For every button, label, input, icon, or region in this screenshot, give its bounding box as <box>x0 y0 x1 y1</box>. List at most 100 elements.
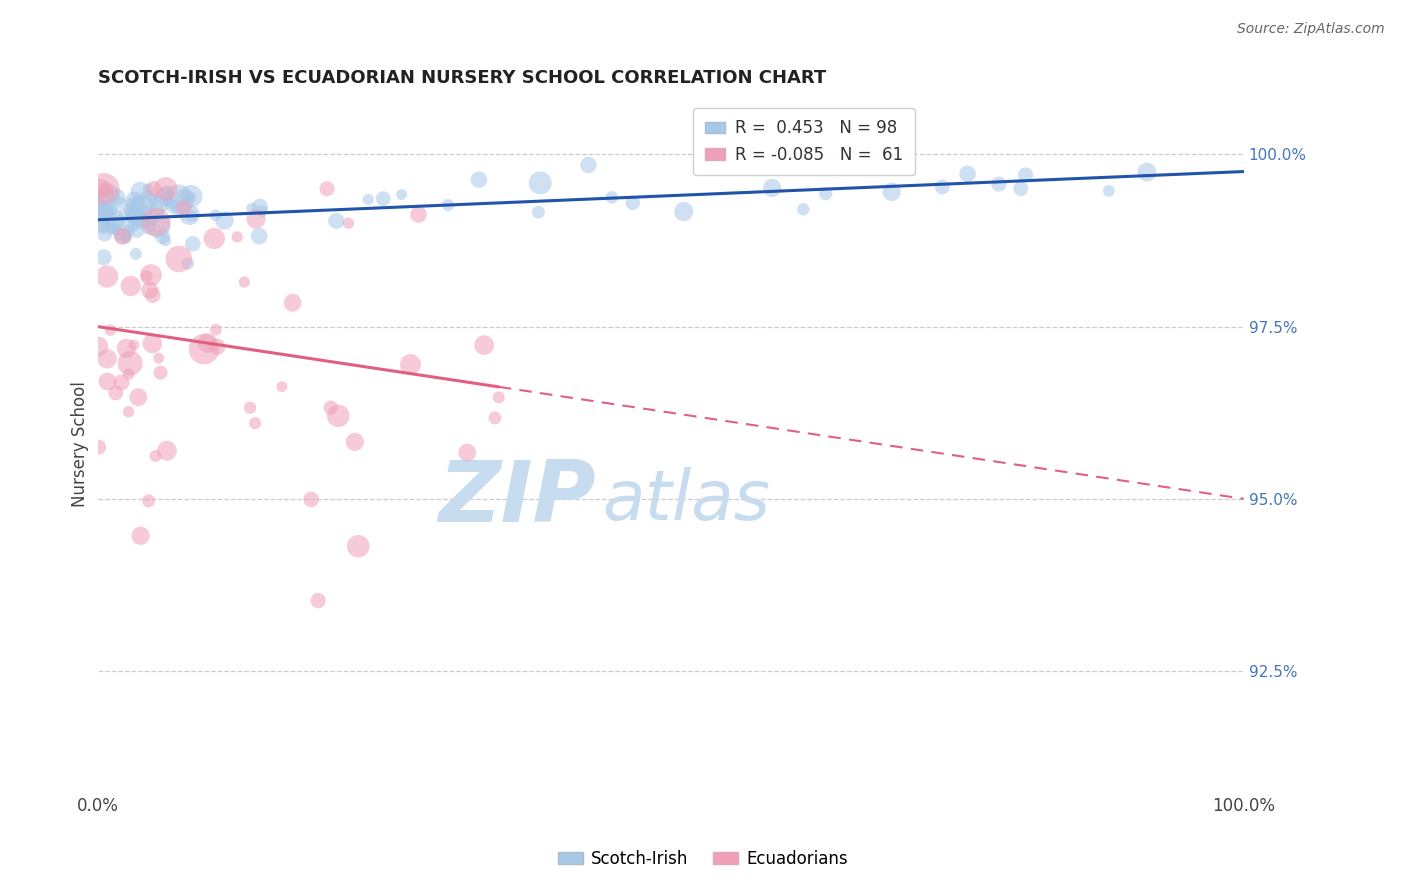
Point <box>328 409 350 423</box>
Point <box>247 229 270 244</box>
Point <box>299 492 322 507</box>
Point <box>131 214 153 228</box>
Point <box>249 200 271 214</box>
Point <box>146 203 169 218</box>
Point <box>319 401 342 415</box>
Point <box>408 207 430 221</box>
Point <box>202 231 225 245</box>
Point <box>93 227 115 241</box>
Point <box>136 193 159 207</box>
Point <box>162 196 184 211</box>
Point <box>179 190 201 204</box>
Point <box>100 323 122 337</box>
Point <box>134 204 156 219</box>
Point <box>112 206 135 220</box>
Point <box>118 367 141 381</box>
Legend: Scotch-Irish, Ecuadorians: Scotch-Irish, Ecuadorians <box>551 844 855 875</box>
Point <box>87 198 110 212</box>
Point <box>527 205 550 219</box>
Point <box>214 213 236 227</box>
Point <box>124 213 146 227</box>
Point <box>94 192 117 206</box>
Point <box>307 593 329 607</box>
Point <box>142 182 165 196</box>
Point <box>91 219 114 234</box>
Point <box>93 207 115 221</box>
Point <box>87 202 110 216</box>
Point <box>179 208 201 222</box>
Point <box>148 196 170 211</box>
Point <box>180 189 202 203</box>
Point <box>120 356 142 370</box>
Point <box>880 185 903 199</box>
Point <box>96 204 118 219</box>
Point <box>180 209 202 223</box>
Point <box>316 182 339 196</box>
Point <box>391 187 413 202</box>
Point <box>155 193 177 207</box>
Point <box>600 190 623 204</box>
Point <box>226 230 249 244</box>
Text: atlas: atlas <box>602 467 770 533</box>
Point <box>129 210 152 224</box>
Point <box>115 342 138 356</box>
Point <box>104 223 127 237</box>
Point <box>105 222 128 236</box>
Point <box>281 295 304 310</box>
Point <box>122 338 145 352</box>
Point <box>139 268 162 282</box>
Point <box>141 336 163 351</box>
Point <box>337 216 360 230</box>
Point <box>956 167 979 181</box>
Point <box>204 208 226 222</box>
Point <box>121 215 143 229</box>
Point <box>166 200 188 214</box>
Point <box>100 203 122 218</box>
Point <box>761 181 783 195</box>
Point <box>347 539 370 553</box>
Point <box>93 182 115 196</box>
Point <box>205 340 228 354</box>
Point <box>98 213 121 227</box>
Point <box>124 209 146 223</box>
Point <box>399 358 422 372</box>
Point <box>120 279 142 293</box>
Point <box>1010 181 1032 195</box>
Point <box>240 202 263 216</box>
Point <box>142 288 165 302</box>
Point <box>146 219 169 233</box>
Point <box>100 220 122 235</box>
Point <box>91 202 114 216</box>
Point <box>529 176 551 190</box>
Point <box>250 204 273 219</box>
Point <box>87 440 110 454</box>
Point <box>105 190 128 204</box>
Point <box>672 204 695 219</box>
Point <box>148 351 170 366</box>
Point <box>96 351 118 366</box>
Point <box>195 335 218 350</box>
Point <box>153 190 176 204</box>
Point <box>107 214 129 228</box>
Point <box>149 366 172 380</box>
Point <box>484 410 506 425</box>
Text: SCOTCH-IRISH VS ECUADORIAN NURSERY SCHOOL CORRELATION CHART: SCOTCH-IRISH VS ECUADORIAN NURSERY SCHOO… <box>97 69 825 87</box>
Point <box>373 192 395 206</box>
Point <box>115 227 138 242</box>
Point <box>135 269 157 284</box>
Point <box>91 204 114 219</box>
Point <box>131 199 153 213</box>
Point <box>122 197 145 211</box>
Point <box>155 234 177 248</box>
Legend: R =  0.453   N = 98, R = -0.085   N =  61: R = 0.453 N = 98, R = -0.085 N = 61 <box>693 108 914 175</box>
Point <box>124 208 146 222</box>
Point <box>110 376 132 390</box>
Point <box>472 338 495 352</box>
Point <box>93 201 115 215</box>
Point <box>243 416 266 430</box>
Point <box>97 208 120 222</box>
Point <box>94 217 117 231</box>
Point <box>173 201 195 215</box>
Point <box>578 158 600 172</box>
Point <box>233 275 256 289</box>
